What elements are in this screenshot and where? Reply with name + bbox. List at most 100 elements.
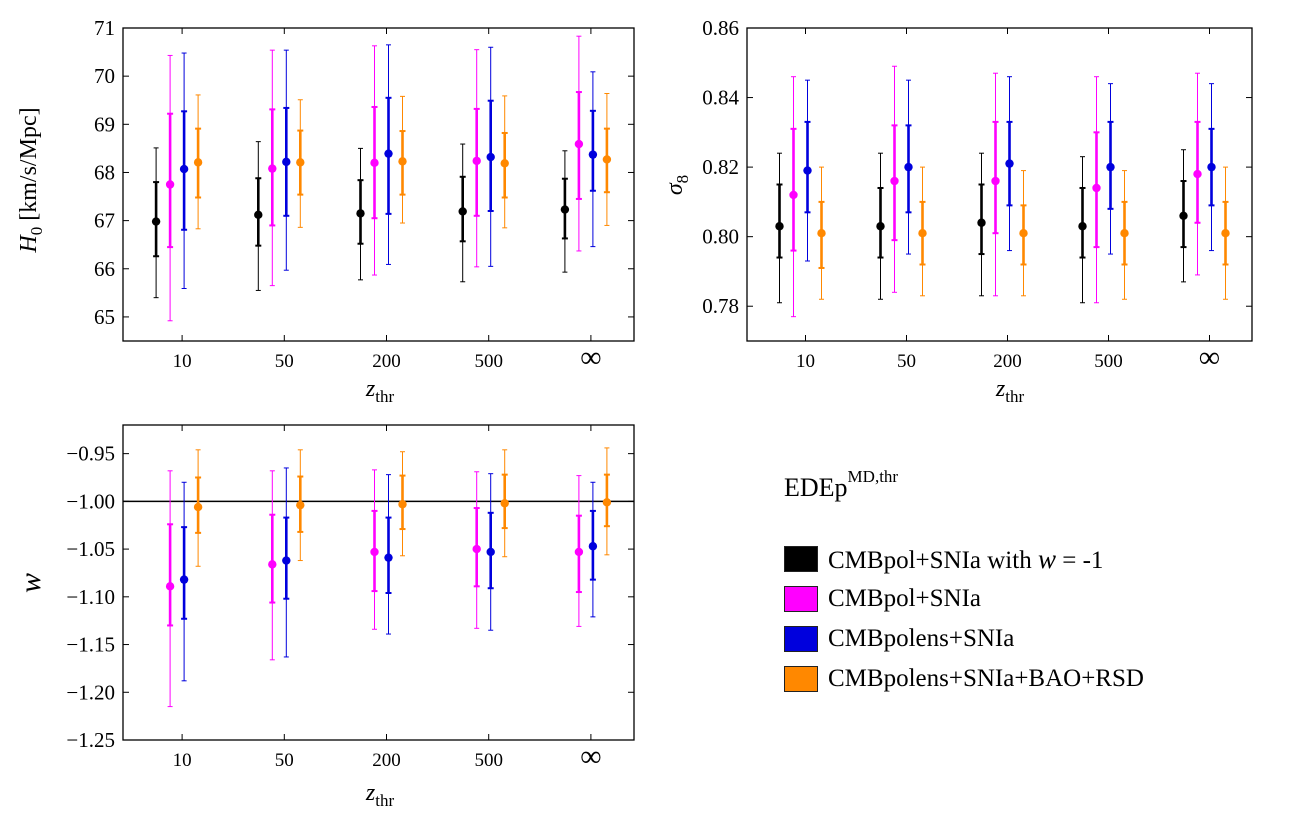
h0-ytick-label: 69 xyxy=(94,112,115,136)
h0-orange-10-point xyxy=(193,158,203,167)
h0-xtick-label-50: 50 xyxy=(275,351,294,372)
sigma8-xtick-label-500: 500 xyxy=(1094,351,1123,372)
h0-marks: 65 66 67 68 69 70 71 10 50 200 500 ∞ xyxy=(94,16,634,374)
h0-black-200-point xyxy=(356,209,365,218)
h0-black-500-point xyxy=(458,207,467,216)
w-blue-10-point xyxy=(179,575,189,584)
h0-black-50-point xyxy=(254,210,263,220)
legend-swatch-orange xyxy=(784,666,818,692)
h0-ytick-label: 70 xyxy=(94,64,115,88)
h0-xtick-label-500: 500 xyxy=(474,351,503,372)
w-ytick-label: −1.05 xyxy=(66,537,115,561)
h0-ytick-label: 68 xyxy=(94,160,115,184)
legend-item-cmbpol-snia: CMBpol+SNIa xyxy=(784,579,1144,619)
h0-magenta-50-point xyxy=(268,164,277,173)
h0-black-10-point xyxy=(151,217,161,226)
w-ytick-label: −1.25 xyxy=(66,728,115,752)
sigma8-ytick-label: 0.84 xyxy=(702,86,739,110)
h0-magenta-200-point xyxy=(370,158,379,168)
w-blue-50-point xyxy=(282,556,291,565)
h0-black-inf-point xyxy=(560,205,570,214)
sigma8-orange-inf-point xyxy=(1221,228,1230,238)
sigma8-black-inf-point xyxy=(1179,211,1188,220)
h0-orange-inf-point xyxy=(602,155,612,164)
sigma8-ytick-label: 0.86 xyxy=(702,16,739,40)
w-magenta-50-point xyxy=(268,560,277,569)
sigma8-ytick-label: 0.80 xyxy=(702,225,739,249)
h0-orange-200-point xyxy=(398,157,407,166)
h0-ytick-label: 65 xyxy=(94,305,115,329)
h0-blue-50-point xyxy=(282,157,291,167)
sigma8-blue-500-point xyxy=(1106,162,1115,172)
legend-label: CMBpol+SNIa with w = -1 xyxy=(828,543,1104,574)
w-ytick-label: −0.95 xyxy=(66,442,115,466)
h0-xtick-label-10: 10 xyxy=(173,351,192,372)
sigma8-orange-50-point xyxy=(918,228,927,238)
sigma8-marks: 0.78 0.80 0.82 0.84 0.86 10 50 200 500 ∞ xyxy=(702,16,1252,374)
legend-swatch-blue xyxy=(784,626,818,652)
h0-orange-50-point xyxy=(296,158,305,167)
sigma8-xtick-label-inf: ∞ xyxy=(1199,341,1220,374)
h0-blue-200-point xyxy=(384,149,393,158)
legend-label: CMBpolens+SNIa+BAO+RSD xyxy=(828,665,1144,692)
legend-swatch-black xyxy=(784,546,818,572)
w-ytick-label: −1.15 xyxy=(66,633,115,657)
sigma8-xtick-label-200: 200 xyxy=(993,351,1022,372)
legend: EDEpMD,thr CMBpol+SNIa with w = -1 CMBpo… xyxy=(784,462,1144,699)
sigma8-magenta-200-point xyxy=(991,176,1000,186)
legend-items: CMBpol+SNIa with w = -1 CMBpol+SNIa CMBp… xyxy=(784,539,1144,699)
h0-ytick-label: 66 xyxy=(94,257,115,281)
h0-magenta-500-point xyxy=(472,156,481,166)
sigma8-blue-50-point xyxy=(904,162,913,172)
sigma8-blue-10-point xyxy=(803,166,812,175)
w-ytick-label: −1.20 xyxy=(66,680,115,704)
w-marks: −1.25 −1.20 −1.15 −1.10 −1.05 −1.00 −0.95 10 50 2… xyxy=(66,425,634,773)
legend-item-cmbpolens-snia: CMBpolens+SNIa xyxy=(784,619,1144,659)
h0-ylabel: H0 [km/s/Mpc] xyxy=(16,107,46,253)
w-magenta-200-point xyxy=(370,547,379,557)
w-magenta-500-point xyxy=(472,544,481,554)
sigma8-panel: 0.78 0.80 0.82 0.84 0.86 10 50 200 500 ∞ σ8 zthr xyxy=(662,16,1253,406)
w-xlabel: zthr xyxy=(365,780,395,810)
w-blue-500-point xyxy=(486,547,495,557)
w-orange-50-point xyxy=(296,500,305,510)
h0-plot-frame xyxy=(122,27,635,342)
w-xtick-label-50: 50 xyxy=(275,750,294,771)
w-xtick-label-200: 200 xyxy=(372,750,401,771)
sigma8-ylabel: σ8 xyxy=(662,175,692,195)
w-orange-10-point xyxy=(193,502,203,512)
sigma8-black-500-point xyxy=(1078,222,1087,231)
sigma8-orange-200-point xyxy=(1019,228,1028,238)
sigma8-blue-inf-point xyxy=(1207,162,1216,172)
sigma8-blue-200-point xyxy=(1005,159,1014,168)
legend-title: EDEpMD,thr xyxy=(784,467,899,502)
legend-label: CMBpol+SNIa xyxy=(828,585,982,612)
h0-magenta-10-point xyxy=(165,180,175,189)
h0-xlabel: zthr xyxy=(365,376,395,406)
sigma8-xtick-label-10: 10 xyxy=(796,351,815,372)
h0-ytick-label: 67 xyxy=(94,209,115,233)
w-orange-500-point xyxy=(500,499,509,508)
h0-orange-500-point xyxy=(500,159,509,168)
legend-label: CMBpolens+SNIa xyxy=(828,625,1015,652)
sigma8-black-200-point xyxy=(977,218,986,227)
w-orange-inf-point xyxy=(602,498,612,507)
legend-item-cmbpol-snia-w-fixed: CMBpol+SNIa with w = -1 xyxy=(784,539,1144,579)
legend-swatch-magenta xyxy=(784,586,818,612)
w-blue-inf-point xyxy=(588,542,598,551)
sigma8-orange-500-point xyxy=(1120,228,1129,238)
w-magenta-10-point xyxy=(165,582,175,591)
w-blue-200-point xyxy=(384,553,393,562)
sigma8-magenta-inf-point xyxy=(1193,169,1202,179)
sigma8-ytick-label: 0.82 xyxy=(702,155,739,179)
h0-magenta-inf-point xyxy=(574,139,584,149)
w-magenta-inf-point xyxy=(574,547,584,557)
h0-xtick-label-inf: ∞ xyxy=(580,341,601,374)
w-panel: −1.25 −1.20 −1.15 −1.10 −1.05 −1.00 −0.95 10 50 2… xyxy=(14,424,635,810)
w-plot-frame xyxy=(122,424,635,741)
legend-item-cmbpolens-snia-bao-rsd: CMBpolens+SNIa+BAO+RSD xyxy=(784,659,1144,699)
h0-ytick-label: 71 xyxy=(94,16,115,40)
sigma8-xlabel: zthr xyxy=(995,376,1025,406)
w-ylabel: w xyxy=(14,573,47,593)
sigma8-black-10-point xyxy=(775,222,784,231)
